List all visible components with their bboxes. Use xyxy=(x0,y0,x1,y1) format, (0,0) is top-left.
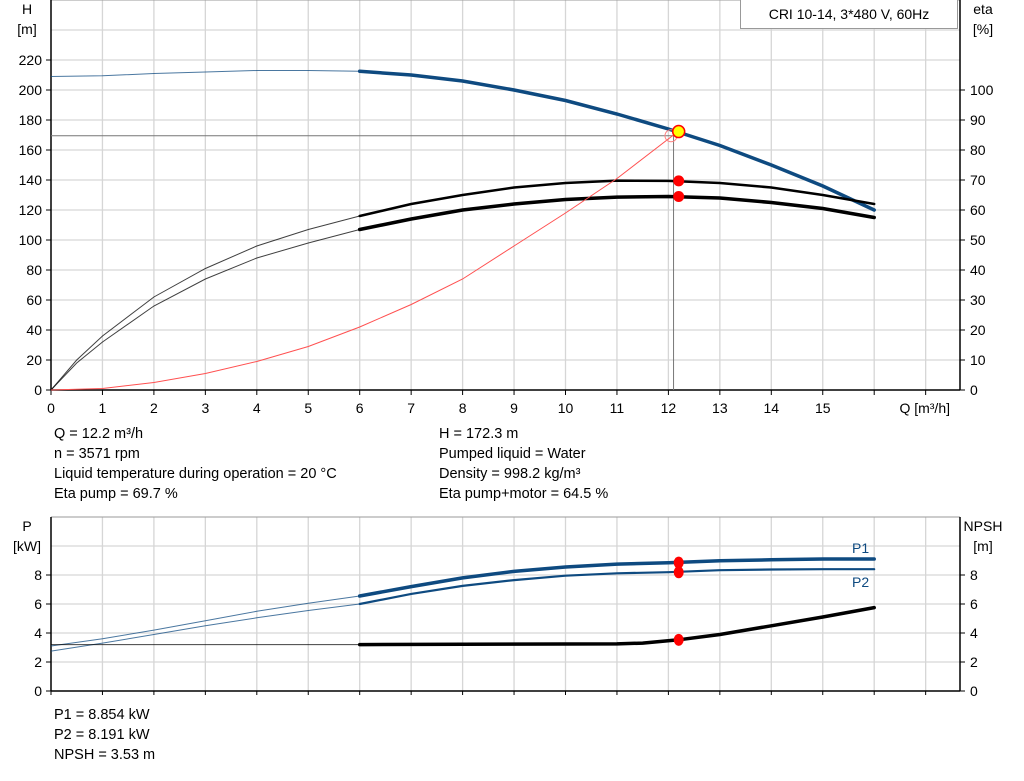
info-p1: P1 = 8.854 kW xyxy=(54,707,150,723)
y-tick-label-right: 70 xyxy=(970,172,986,188)
info-liquid: Pumped liquid = Water xyxy=(439,446,586,462)
curve-system_curve xyxy=(50,134,674,391)
operating-point xyxy=(671,124,686,139)
x-tick-label: 1 xyxy=(99,400,107,416)
y-axis-label-right: NPSH xyxy=(964,518,1003,534)
y-tick-label-left: 40 xyxy=(26,322,42,338)
eta-total-point xyxy=(673,191,685,202)
x-tick-label: 12 xyxy=(661,400,677,416)
y-tick-label-left: 20 xyxy=(26,352,42,368)
x-tick-label: 14 xyxy=(764,400,780,416)
x-tick-label: 2 xyxy=(150,400,158,416)
curve-eta_pump-extrapolated xyxy=(50,215,360,391)
curve-eta_pump_motor-extrapolated xyxy=(50,229,360,391)
y-tick-label-left: 2 xyxy=(34,654,42,670)
y-tick-label-left: 0 xyxy=(34,683,42,699)
x-tick-label: 5 xyxy=(304,400,312,416)
y-tick-label-left: 180 xyxy=(19,112,43,128)
y-tick-label-right: 10 xyxy=(970,352,986,368)
y-tick-label-right: 2 xyxy=(970,654,978,670)
info-eta-pump: Eta pump = 69.7 % xyxy=(54,486,178,502)
series-label-p1: P1 xyxy=(852,540,869,556)
y-tick-label-left: 6 xyxy=(34,596,42,612)
y-axis-label-left: H xyxy=(22,1,32,17)
info-speed: n = 3571 rpm xyxy=(54,446,140,462)
info-density: Density = 998.2 kg/m³ xyxy=(439,466,581,482)
y-tick-label-left: 8 xyxy=(34,567,42,583)
curve-P2-extrapolated xyxy=(50,603,360,652)
x-tick-label: 15 xyxy=(815,400,831,416)
y-axis-unit-right: [m] xyxy=(973,538,992,554)
curve-P1 xyxy=(357,557,876,598)
y-tick-label-right: 4 xyxy=(970,625,978,641)
x-tick-label: 0 xyxy=(47,400,55,416)
info-npsh: NPSH = 3.53 m xyxy=(54,747,156,763)
y-tick-label-right: 90 xyxy=(970,112,986,128)
y-axis-label-right: eta xyxy=(973,1,993,17)
x-tick-label: 10 xyxy=(558,400,574,416)
y-tick-label-left: 0 xyxy=(34,382,42,398)
curve-H-extrapolated xyxy=(50,70,360,77)
x-axis-label: Q [m³/h] xyxy=(899,400,950,416)
x-tick-label: 3 xyxy=(201,400,209,416)
info-eta-total: Eta pump+motor = 64.5 % xyxy=(439,486,609,502)
info-power: P1 = 8.854 kW P2 = 8.191 kW NPSH = 3.53 … xyxy=(54,705,155,765)
y-tick-label-right: 60 xyxy=(970,202,986,218)
y-tick-label-right: 6 xyxy=(970,596,978,612)
y-axis-unit-left: [m] xyxy=(17,21,36,37)
y-tick-label-left: 120 xyxy=(19,202,43,218)
y-tick-label-right: 8 xyxy=(970,567,978,583)
x-tick-label: 6 xyxy=(356,400,364,416)
y-tick-label-left: 220 xyxy=(19,52,43,68)
y-axis-unit-right: [%] xyxy=(973,21,993,37)
y-axis-label-left: P xyxy=(22,518,31,534)
curve-P1-extrapolated xyxy=(50,595,360,647)
y-tick-label-right: 20 xyxy=(970,322,986,338)
y-tick-label-right: 100 xyxy=(970,82,994,98)
x-tick-label: 7 xyxy=(407,400,415,416)
chart-title: CRI 10-14, 3*480 V, 60Hz xyxy=(740,0,958,29)
p2-point xyxy=(673,566,684,579)
curve-eta_pump_motor xyxy=(357,194,876,232)
x-tick-label: 13 xyxy=(712,400,728,416)
y-tick-label-left: 200 xyxy=(19,82,43,98)
info-right: H = 172.3 m Pumped liquid = Water Densit… xyxy=(439,424,608,504)
y-axis-unit-left: [kW] xyxy=(13,538,41,554)
y-tick-label-left: 100 xyxy=(19,232,43,248)
y-tick-label-right: 0 xyxy=(970,382,978,398)
y-tick-label-left: 4 xyxy=(34,625,42,641)
y-tick-label-left: 60 xyxy=(26,292,42,308)
y-tick-label-right: 80 xyxy=(970,142,986,158)
p1-point xyxy=(673,556,684,569)
y-tick-label-right: 0 xyxy=(970,683,978,699)
info-temperature: Liquid temperature during operation = 20… xyxy=(54,466,337,482)
curve-eta_pump xyxy=(358,179,876,218)
y-tick-label-left: 140 xyxy=(19,172,43,188)
x-tick-label: 11 xyxy=(610,400,625,416)
y-tick-label-right: 40 xyxy=(970,262,986,278)
curve-NPSH xyxy=(357,605,876,647)
npsh-point xyxy=(673,633,684,646)
y-tick-label-right: 30 xyxy=(970,292,986,308)
x-tick-label: 9 xyxy=(510,400,518,416)
y-tick-label-right: 50 xyxy=(970,232,986,248)
info-head: H = 172.3 m xyxy=(439,426,519,442)
curve-P2 xyxy=(358,568,876,606)
info-left: Q = 12.2 m³/h n = 3571 rpm Liquid temper… xyxy=(54,424,337,504)
eta-pump-point xyxy=(673,175,685,187)
y-tick-label-left: 160 xyxy=(19,142,43,158)
info-p2: P2 = 8.191 kW xyxy=(54,727,150,743)
x-tick-label: 8 xyxy=(459,400,467,416)
x-tick-label: 4 xyxy=(253,400,261,416)
curve-H xyxy=(357,69,876,212)
info-flow: Q = 12.2 m³/h xyxy=(54,426,144,442)
y-tick-label-left: 80 xyxy=(26,262,42,278)
series-label-p2: P2 xyxy=(852,574,869,590)
